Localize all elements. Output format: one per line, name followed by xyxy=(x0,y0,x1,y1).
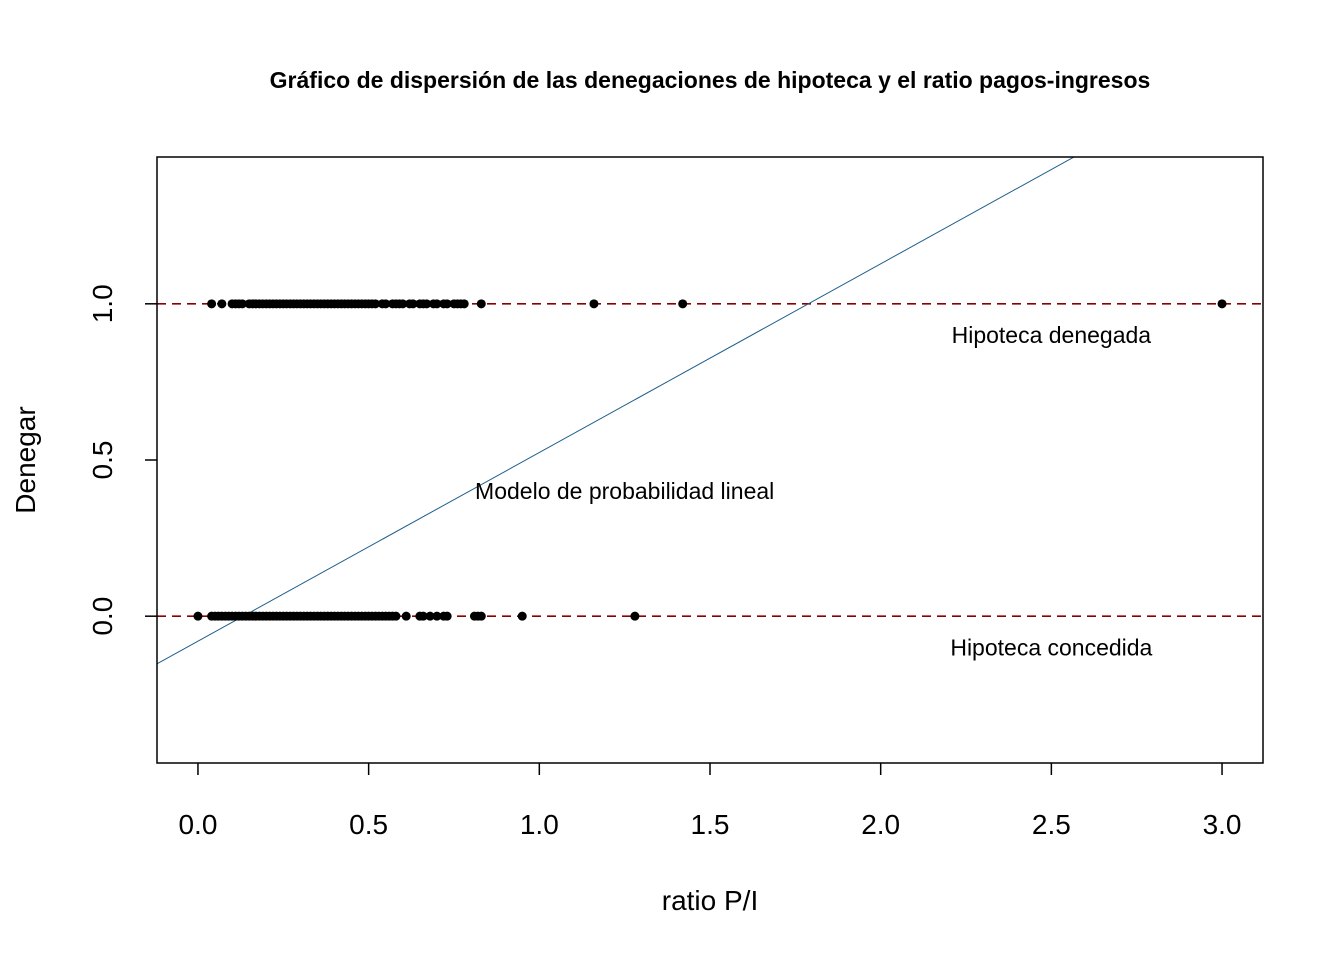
chart-title: Gráfico de dispersión de las denegacione… xyxy=(270,67,1151,93)
x-tick-label: 1.5 xyxy=(691,809,730,840)
plot-area: 0.0 0.5 1.0 1.5 2.0 2.5 3.0 0.0 0.5 1.0 Hipoteca d… xyxy=(87,156,1264,840)
data-point xyxy=(630,611,640,621)
data-point xyxy=(418,611,428,621)
x-tick-label: 0.5 xyxy=(349,809,388,840)
data-point xyxy=(442,611,452,621)
data-point xyxy=(432,299,442,309)
data-point xyxy=(193,611,203,621)
annotation-text: Hipoteca concedida xyxy=(950,634,1152,660)
y-tick-label: 1.0 xyxy=(87,284,118,323)
data-point xyxy=(401,611,411,621)
data-point xyxy=(391,611,401,621)
data-point xyxy=(398,299,408,309)
y-tick-label: 0.5 xyxy=(87,441,118,480)
x-tick-label: 2.5 xyxy=(1032,809,1071,840)
data-point xyxy=(589,299,599,309)
plot-frame xyxy=(156,156,1264,764)
x-tick-label: 0.0 xyxy=(178,809,217,840)
data-point xyxy=(459,299,469,309)
data-point xyxy=(425,611,435,621)
data-point xyxy=(476,611,486,621)
data-point xyxy=(381,299,391,309)
data-point xyxy=(207,299,217,309)
annotation-text: Modelo de probabilidad lineal xyxy=(475,478,774,504)
data-point xyxy=(237,299,247,309)
data-point xyxy=(217,299,227,309)
x-tick-label: 1.0 xyxy=(520,809,559,840)
annotation-text: Hipoteca denegada xyxy=(952,322,1152,348)
data-point xyxy=(408,299,418,309)
data-point xyxy=(678,299,688,309)
x-axis-label: ratio P/I xyxy=(662,885,758,916)
data-point xyxy=(442,299,452,309)
data-point xyxy=(432,611,442,621)
data-point xyxy=(370,299,380,309)
y-tick-label: 0.0 xyxy=(87,597,118,636)
data-point xyxy=(1217,299,1227,309)
linear-probability-fit-line xyxy=(157,157,1075,665)
data-point xyxy=(476,299,486,309)
y-axis-label: Denegar xyxy=(10,406,41,513)
data-point xyxy=(517,611,527,621)
data-point xyxy=(422,299,432,309)
x-tick-label: 3.0 xyxy=(1203,809,1242,840)
x-tick-label: 2.0 xyxy=(861,809,900,840)
